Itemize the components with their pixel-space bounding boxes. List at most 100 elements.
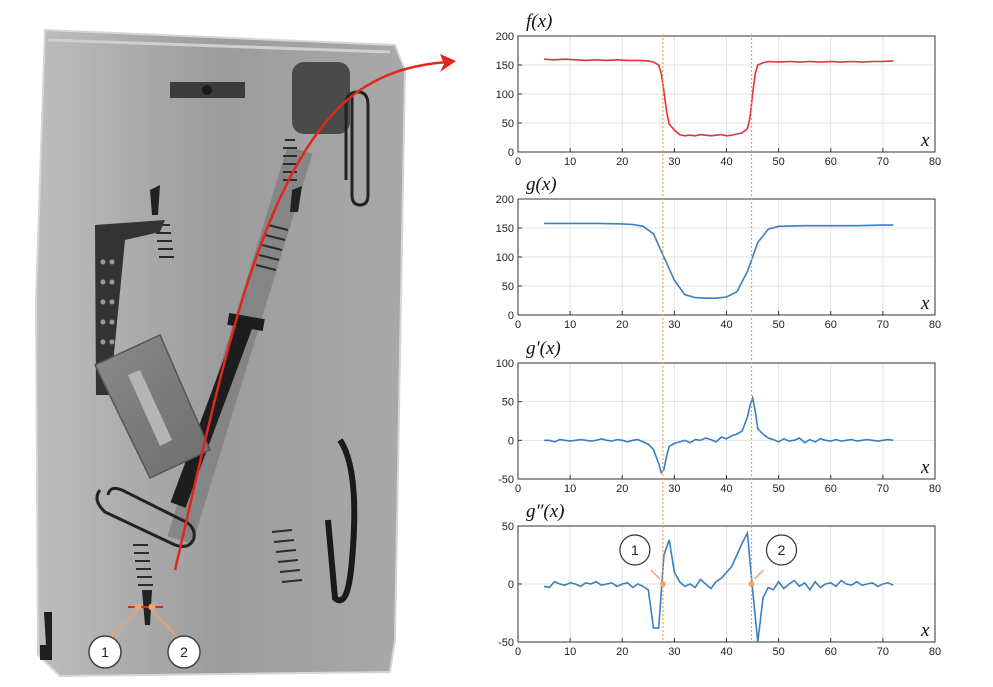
y-tick-label: 100 (496, 358, 514, 370)
y-tick-label: 100 (496, 89, 514, 101)
y-tick-label: 50 (502, 521, 514, 533)
callout-circle-2 (765, 534, 798, 566)
x-tick-label: 40 (720, 156, 732, 168)
chart-title: f(x) (526, 11, 552, 32)
x-tick-label: 50 (773, 646, 785, 658)
scan-arrow (173, 60, 449, 571)
x-tick-label: 70 (877, 483, 889, 495)
xray-callout-2-label: 2 (180, 644, 188, 660)
chart-title: g(x) (526, 174, 557, 195)
y-tick-label: 150 (496, 60, 514, 72)
y-tick-label: -50 (498, 474, 514, 486)
marker-point-2 (148, 603, 156, 611)
paper-clip-2 (95, 486, 196, 548)
x-axis-label: x (920, 620, 930, 641)
y-tick-label: 200 (496, 31, 514, 43)
series-line (544, 394, 894, 475)
x-tick-label: 10 (564, 646, 576, 658)
pouch-seam (47, 38, 391, 54)
x-tick-label: 60 (825, 483, 837, 495)
x-tick-label: 0 (515, 156, 521, 168)
y-tick-label: 0 (508, 310, 514, 322)
callout-label-1: 1 (631, 542, 639, 558)
scan-arrow-head (440, 54, 456, 72)
xray-callout-1-label: 1 (101, 644, 109, 660)
clip-bottom-left (40, 612, 52, 660)
y-tick-label: 0 (508, 435, 514, 447)
callout-label-2: 2 (778, 542, 786, 558)
x-tick-label: 60 (825, 319, 837, 331)
x-axis-label: x (920, 130, 930, 151)
x-tick-label: 50 (773, 156, 785, 168)
x-tick-label: 80 (929, 319, 941, 331)
y-tick-label: 0 (508, 579, 514, 591)
spring-5 (133, 544, 153, 586)
series-line (543, 530, 894, 643)
x-tick-label: 70 (877, 319, 889, 331)
y-tick-label: 50 (502, 397, 514, 409)
y-tick-label: 200 (496, 194, 514, 206)
x-tick-label: 40 (720, 319, 732, 331)
y-tick-label: -50 (498, 637, 514, 649)
x-tick-label: 0 (515, 646, 521, 658)
x-axis-label: x (920, 293, 930, 314)
x-tick-label: 0 (515, 483, 521, 495)
x-tick-label: 30 (668, 156, 680, 168)
xray-image: 1 2 (34, 28, 456, 678)
x-tick-label: 20 (616, 319, 628, 331)
zero-crossing-point-1 (659, 581, 666, 587)
callout-arrow-2 (753, 569, 765, 580)
x-tick-label: 40 (720, 646, 732, 658)
x-axis-label: x (920, 457, 930, 478)
x-tick-label: 50 (773, 319, 785, 331)
y-tick-label: 0 (508, 147, 514, 159)
x-tick-label: 10 (564, 319, 576, 331)
x-tick-label: 80 (929, 156, 941, 168)
zero-crossing-point-2 (748, 581, 755, 587)
x-tick-label: 10 (564, 156, 576, 168)
x-tick-label: 10 (564, 483, 576, 495)
x-tick-label: 70 (877, 646, 889, 658)
x-tick-label: 50 (773, 483, 785, 495)
x-tick-label: 20 (616, 483, 628, 495)
spring-2 (255, 224, 289, 271)
chart-1: 0 10 20 30 40 50 60 70 80 0 50 100 150 200 f(x) x (496, 11, 941, 168)
x-tick-label: 30 (668, 483, 680, 495)
x-tick-label: 30 (668, 319, 680, 331)
x-tick-label: 40 (720, 483, 732, 495)
x-tick-label: 70 (877, 156, 889, 168)
xray-callout-1 (88, 635, 122, 669)
x-tick-label: 30 (668, 646, 680, 658)
hook (325, 438, 358, 604)
spring-4 (271, 529, 303, 583)
dark-block (292, 62, 350, 134)
x-tick-label: 60 (825, 646, 837, 658)
y-tick-label: 150 (496, 223, 514, 235)
callout-circle-1 (619, 534, 651, 566)
x-tick-label: 80 (929, 646, 941, 658)
xray-callout-2 (167, 635, 201, 669)
chart-title: g″(x) (526, 501, 565, 522)
series-line (544, 222, 894, 300)
series-line (544, 58, 894, 137)
callout-arrow-1 (650, 569, 661, 580)
x-tick-label: 80 (929, 483, 941, 495)
spring-3 (155, 224, 174, 258)
chart-title: g′(x) (526, 338, 561, 359)
x-tick-label: 20 (616, 156, 628, 168)
pen-tip-1 (150, 185, 160, 215)
pouch (34, 28, 407, 678)
y-tick-label: 50 (502, 118, 514, 130)
paper-clip-1 (344, 90, 370, 207)
pen-tip-2 (290, 186, 302, 212)
marker-point-1 (134, 603, 142, 611)
x-tick-label: 60 (825, 156, 837, 168)
y-tick-label: 100 (496, 252, 514, 264)
chart-2: 0 10 20 30 40 50 60 70 80 0 50 100 150 200 g(x) x (496, 174, 941, 331)
x-tick-label: 0 (515, 319, 521, 331)
y-tick-label: 50 (502, 281, 514, 293)
x-tick-label: 20 (616, 646, 628, 658)
